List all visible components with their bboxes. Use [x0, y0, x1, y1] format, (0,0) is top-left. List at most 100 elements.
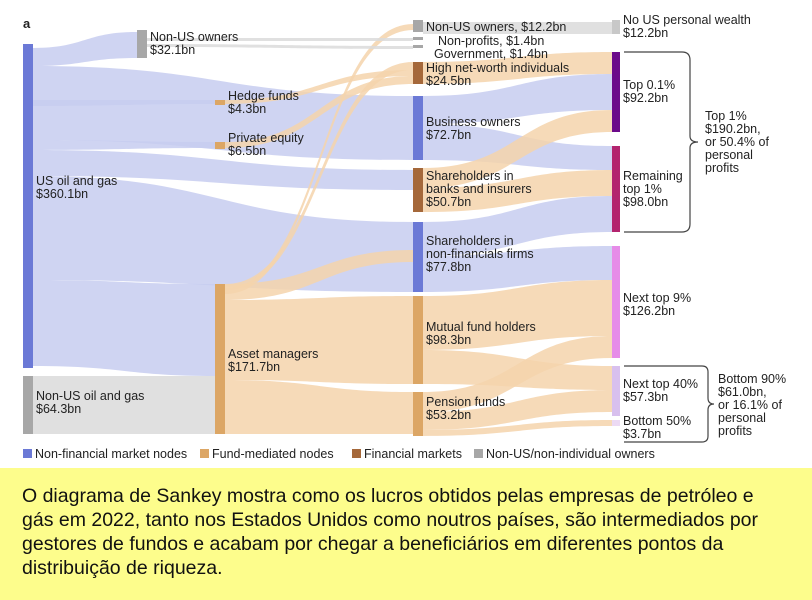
legend-swatch-fund — [200, 449, 209, 458]
node-hnwi — [413, 62, 423, 84]
bracket-top1-l5: profits — [705, 161, 739, 175]
node-government — [413, 45, 423, 48]
sankey-diagram: a US oil and gas $360.1bn Non-US oil and… — [23, 13, 786, 461]
flow-shbanks-top01 — [423, 110, 612, 188]
panel-letter: a — [23, 16, 31, 31]
flow-pe-hnwi — [225, 76, 413, 148]
legend-swatch-non-us — [474, 449, 483, 458]
bracket-top1-l3: or 50.4% of — [705, 135, 769, 149]
label-nonus-oil-value: $64.3bn — [36, 402, 81, 416]
node-nowealth — [612, 20, 620, 34]
label-pe-value: $6.5bn — [228, 144, 266, 158]
label-shnonfin-value: $77.8bn — [426, 260, 471, 274]
label-nonprofits: Non-profits, $1.4bn — [438, 34, 544, 48]
node-pension — [413, 392, 423, 436]
flow-asset-mutual — [225, 296, 413, 384]
flow-asset-shnonfin — [225, 250, 413, 300]
caption: O diagrama de Sankey mostra como os lucr… — [0, 468, 812, 600]
label-shbanks-name1: Shareholders in — [426, 169, 514, 183]
label-hedge-value: $4.3bn — [228, 102, 266, 116]
flow-mutual-next9 — [423, 280, 612, 350]
label-us-oil-name: US oil and gas — [36, 174, 117, 188]
legend-swatch-financial — [352, 449, 361, 458]
legend: Non-financial market nodes Fund-mediated… — [23, 447, 655, 461]
flows — [33, 22, 612, 436]
flow-usoil-business — [33, 66, 413, 160]
bracket-bottom90-l2: $61.0bn, — [718, 385, 767, 399]
node-nonus-owners2 — [413, 20, 423, 32]
brackets — [624, 51, 715, 443]
node-bottom50 — [612, 420, 620, 426]
flow-nonusoil-asset — [33, 376, 215, 434]
flow-pension-bottom50 — [423, 420, 612, 436]
label-pension-name: Pension funds — [426, 395, 505, 409]
label-asset-name: Asset managers — [228, 347, 318, 361]
node-next40 — [612, 366, 620, 416]
label-nowealth-name: No US personal wealth — [623, 13, 751, 27]
label-nonus-owners2: Non-US owners, $12.2bn — [426, 20, 566, 34]
flow-asset-hnwi — [225, 62, 413, 290]
label-hedge-name: Hedge funds — [228, 89, 299, 103]
label-rem1-name1: Remaining — [623, 169, 683, 183]
flow-nonusowners-nonprofits — [147, 38, 413, 41]
bracket-top1-l2: $190.2bn, — [705, 122, 761, 136]
node-asset — [215, 284, 225, 434]
legend-swatch-non-financial — [23, 449, 32, 458]
node-shnonfin — [413, 222, 423, 292]
flow-hedge-hnwi — [225, 70, 413, 104]
bracket-bottom90-l5: profits — [718, 424, 752, 438]
flow-asset-nonus2 — [225, 24, 413, 294]
label-business-value: $72.7bn — [426, 128, 471, 142]
node-us-oil — [23, 44, 33, 368]
label-bottom50-value: $3.7bn — [623, 427, 661, 441]
label-business-name: Business owners — [426, 115, 521, 129]
flow-hnwi-top01 — [423, 52, 612, 84]
node-nonus-oil — [23, 376, 33, 434]
label-shbanks-name2: banks and insurers — [426, 182, 532, 196]
node-mutual — [413, 296, 423, 384]
label-pe-name: Private equity — [228, 131, 304, 145]
label-us-oil-value: $360.1bn — [36, 187, 88, 201]
label-rem1-name2: top 1% — [623, 182, 662, 196]
label-next40-value: $57.3bn — [623, 390, 668, 404]
node-nexttop9 — [612, 246, 620, 358]
bracket-top1-l4: personal — [705, 148, 753, 162]
flow-usoil-shnonfin — [33, 176, 413, 292]
node-nonus-owners1 — [137, 30, 147, 58]
flow-pension-next40 — [423, 390, 612, 430]
bracket-top1 — [624, 51, 699, 233]
flow-business-top01 — [423, 74, 612, 124]
flow-shnonfin-next9 — [423, 246, 612, 292]
flow-shnonfin-rem1 — [423, 196, 612, 256]
label-nowealth-value: $12.2bn — [623, 26, 668, 40]
node-top01 — [612, 52, 620, 132]
label-top01-name: Top 0.1% — [623, 78, 675, 92]
bracket-bottom90-l1: Bottom 90% — [718, 372, 786, 386]
label-next40-name: Next top 40% — [623, 377, 698, 391]
labels: a US oil and gas $360.1bn Non-US oil and… — [23, 13, 786, 441]
node-pe — [215, 142, 225, 149]
legend-label-financial: Financial markets — [364, 447, 462, 461]
label-next9-name: Next top 9% — [623, 291, 691, 305]
node-remaining1 — [612, 146, 620, 232]
label-bottom50-name: Bottom 50% — [623, 414, 691, 428]
legend-label-non-financial: Non-financial market nodes — [35, 447, 187, 461]
flow-shbanks-rem1 — [423, 170, 612, 212]
label-mutual-value: $98.3bn — [426, 333, 471, 347]
label-nonus-owners1-value: $32.1bn — [150, 43, 195, 57]
label-shnonfin-name2: non-financials firms — [426, 247, 534, 261]
node-nonprofits — [413, 37, 423, 40]
label-top01-value: $92.2bn — [623, 91, 668, 105]
nodes — [23, 20, 620, 436]
flow-usoil-asset — [33, 280, 215, 376]
label-nonus-owners1-name: Non-US owners — [150, 30, 238, 44]
bracket-bottom90-l4: personal — [718, 411, 766, 425]
label-pension-value: $53.2bn — [426, 408, 471, 422]
flow-asset-pension — [225, 380, 413, 434]
label-nonus-oil-name: Non-US oil and gas — [36, 389, 144, 403]
label-asset-value: $171.7bn — [228, 360, 280, 374]
flow-nonusowners-gov — [147, 44, 413, 49]
node-shbanks — [413, 168, 423, 212]
flow-nonus2-nowealth — [423, 22, 612, 34]
label-shbanks-value: $50.7bn — [426, 195, 471, 209]
